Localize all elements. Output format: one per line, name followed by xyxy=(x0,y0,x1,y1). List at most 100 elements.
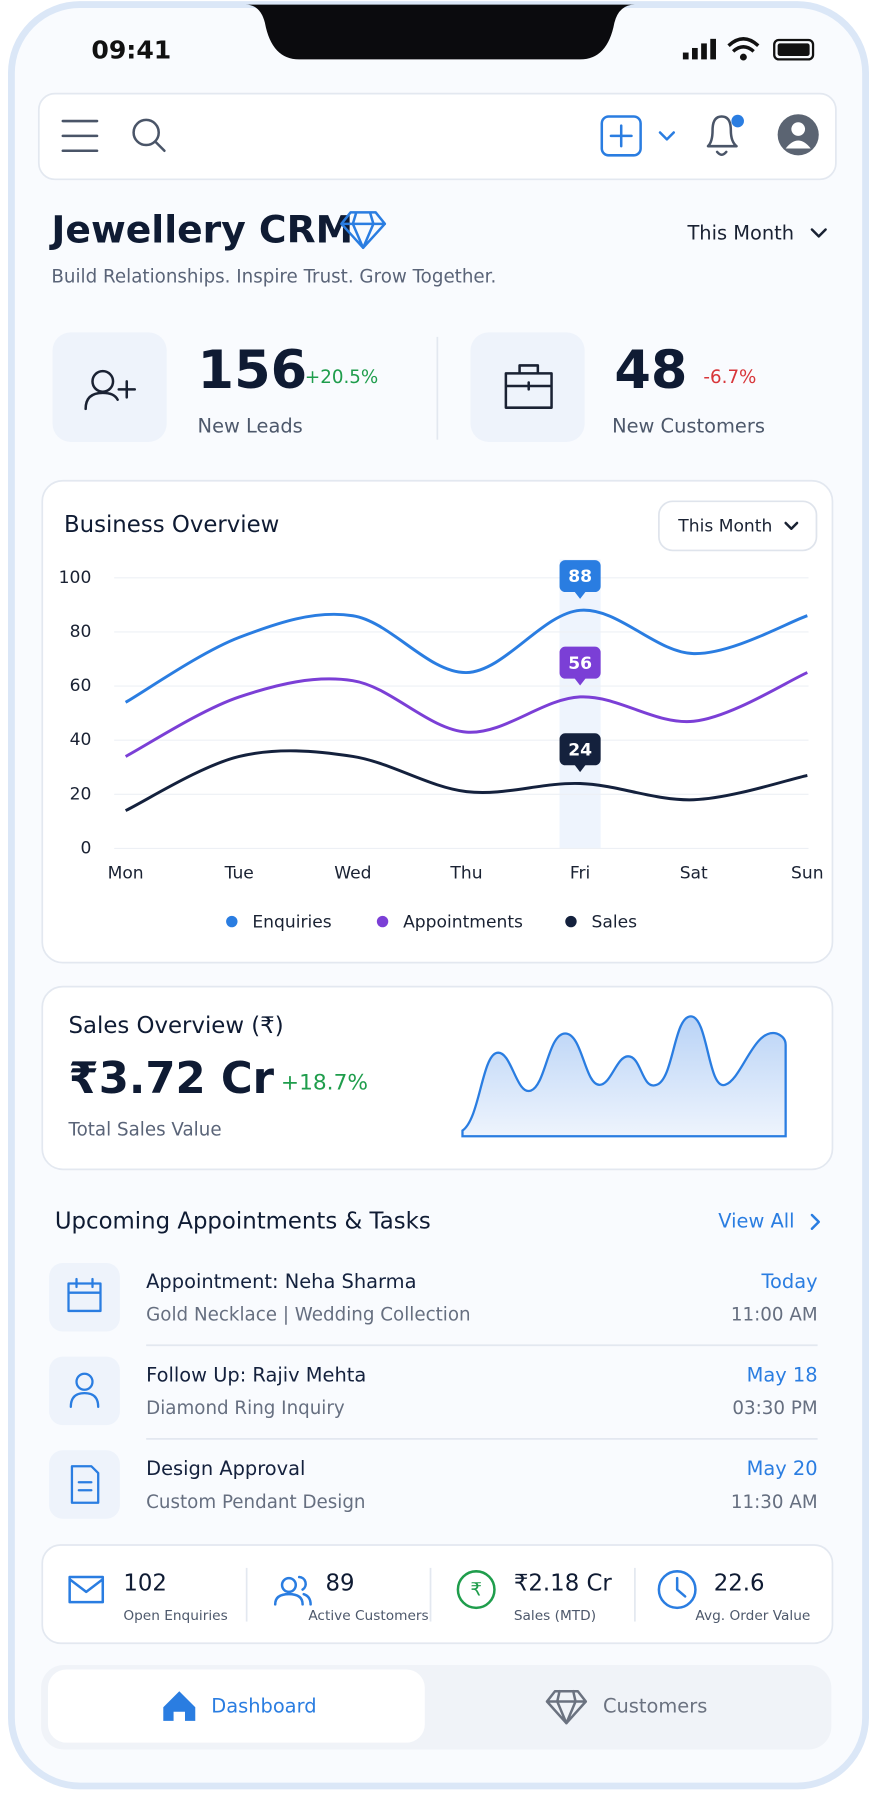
top-bar xyxy=(37,92,837,181)
clock-icon xyxy=(657,1570,697,1610)
nav-active-bg xyxy=(47,1669,425,1743)
y-tick-label: 40 xyxy=(70,730,92,750)
legend-marker xyxy=(565,915,577,928)
battery xyxy=(773,38,815,61)
legend-label: Enquiries xyxy=(252,913,331,933)
summary-label: Active Customers xyxy=(308,1608,428,1624)
item-detail: Diamond Ring Inquiry xyxy=(146,1398,345,1419)
summary-label: Sales (MTD) xyxy=(514,1608,596,1624)
summary-value: 89 xyxy=(325,1570,354,1596)
rupee-symbol: ₹ xyxy=(470,1580,482,1601)
view-all-link[interactable]: View All xyxy=(718,1209,821,1232)
leads-icon xyxy=(84,369,137,411)
period-selector[interactable]: This Month xyxy=(686,222,827,245)
icon-box xyxy=(49,1450,120,1519)
profile-button[interactable] xyxy=(777,114,819,156)
period-label: This Month xyxy=(686,222,794,245)
y-tick-label: 80 xyxy=(70,622,92,642)
stat-change: +20.5% xyxy=(305,367,378,388)
y-tick-label: 20 xyxy=(70,784,92,804)
tooltip-pointer xyxy=(574,764,586,773)
diamond-icon xyxy=(545,1689,588,1725)
nav-dashboard[interactable]: Dashboard xyxy=(47,1669,425,1743)
home-icon xyxy=(163,1691,196,1721)
signal xyxy=(692,47,698,60)
chart-title: Business Overview xyxy=(64,512,279,538)
item-date: May 20 xyxy=(747,1457,818,1480)
item-title: Design Approval xyxy=(146,1457,305,1480)
chevron xyxy=(810,228,827,238)
notch xyxy=(245,4,635,60)
search-button[interactable] xyxy=(132,118,166,153)
summary-value: 102 xyxy=(123,1570,167,1596)
item-title: Appointment: Neha Sharma xyxy=(146,1270,416,1293)
tooltip-pointer xyxy=(574,678,586,686)
appointment-item[interactable]: Appointment: Neha Sharma Gold Necklace | … xyxy=(49,1262,818,1332)
icon-box xyxy=(49,1262,120,1332)
x-tick-label: Thu xyxy=(449,864,482,884)
summary-value: ₹2.18 Cr xyxy=(514,1570,613,1596)
add-button[interactable] xyxy=(600,115,675,157)
item-time: 11:30 AM xyxy=(731,1492,818,1513)
tooltip xyxy=(559,733,601,766)
signal xyxy=(710,38,716,60)
item-detail: Custom Pendant Design xyxy=(146,1492,365,1513)
signal xyxy=(682,52,689,60)
status-icons xyxy=(682,37,815,61)
item-time: 03:30 PM xyxy=(732,1398,817,1419)
tooltip-pointer xyxy=(574,591,586,599)
chart-period-selector[interactable]: This Month xyxy=(658,500,818,552)
stat-label: New Customers xyxy=(612,415,765,438)
section-title: Upcoming Appointments & Tasks xyxy=(55,1208,431,1234)
y-tick-label: 60 xyxy=(70,676,92,696)
menu-button[interactable] xyxy=(61,119,99,153)
y-tick-label: 100 xyxy=(59,568,92,588)
legend-marker xyxy=(376,915,389,928)
stat-label: New Leads xyxy=(198,415,303,438)
battery-level xyxy=(777,43,810,56)
x-tick-label: Mon xyxy=(108,864,144,884)
item-detail: Gold Necklace | Wedding Collection xyxy=(146,1305,470,1326)
item-time: 11:00 AM xyxy=(731,1305,818,1326)
link-label: View All xyxy=(718,1209,794,1232)
sales-sparkline xyxy=(461,1015,787,1138)
highlight-band xyxy=(559,559,601,849)
item-icon xyxy=(69,1372,100,1409)
item-icon xyxy=(70,1465,100,1504)
legend-label: Appointments xyxy=(403,913,523,933)
item-date: Today xyxy=(760,1270,817,1293)
badge xyxy=(731,114,744,128)
dropdown-label: This Month xyxy=(677,516,772,536)
item-title: Follow Up: Rajiv Mehta xyxy=(146,1364,366,1387)
x-tick-label: Fri xyxy=(570,864,590,884)
bell-icon xyxy=(706,115,738,156)
legend-label: Sales xyxy=(592,913,638,933)
subtitle: Build Relationships. Inspire Trust. Grow… xyxy=(51,267,496,288)
mail-icon xyxy=(68,1575,105,1604)
sales-label: Total Sales Value xyxy=(68,1120,222,1141)
sales-value: ₹3.72 Cr xyxy=(69,1054,275,1104)
rupee-icon xyxy=(456,1570,496,1610)
summary-label: Avg. Order Value xyxy=(695,1608,810,1624)
people-icon xyxy=(273,1575,312,1606)
notifications-button[interactable] xyxy=(706,114,744,156)
nav-customers[interactable]: Customers xyxy=(545,1689,707,1725)
x-tick-label: Sat xyxy=(680,864,708,884)
x-tick-label: Tue xyxy=(224,864,254,884)
dropdown xyxy=(658,500,818,552)
appointment-list: Appointment: Neha Sharma Gold Necklace | … xyxy=(49,1262,818,1519)
status-time: 09:41 xyxy=(91,35,171,64)
appointment-item[interactable]: Follow Up: Rajiv Mehta Diamond Ring Inqui… xyxy=(49,1356,818,1426)
nav-label: Customers xyxy=(603,1695,707,1718)
summary-label: Open Enquiries xyxy=(123,1608,227,1624)
app-title: Jewellery CRM xyxy=(48,207,353,251)
stat-value: 48 xyxy=(614,340,687,401)
appointment-item[interactable]: Design Approval Custom Pendant Design May … xyxy=(49,1450,818,1519)
chart-card xyxy=(41,479,834,964)
stat-change: -6.7% xyxy=(703,367,756,388)
icon-box xyxy=(49,1356,120,1426)
sales-title: Sales Overview (₹) xyxy=(69,1013,284,1039)
nav-label: Dashboard xyxy=(211,1695,316,1718)
add-icon xyxy=(609,124,675,148)
